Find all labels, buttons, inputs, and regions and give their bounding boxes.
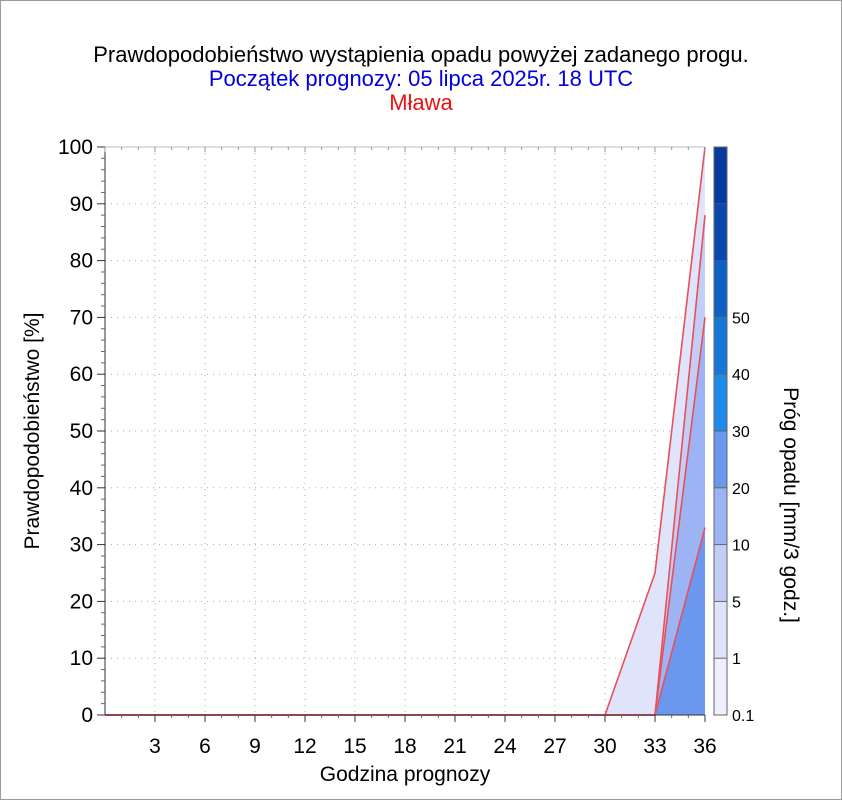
colorbar-tick-label: 40 [732,367,750,384]
colorbar-tick-label: 5 [732,594,741,611]
colorbar-tick-label: 1 [732,651,741,668]
x-tick-label: 15 [343,735,366,758]
x-tick-label: 6 [199,735,211,758]
y-tick-label: 50 [70,420,93,443]
y-tick-label: 10 [70,647,93,670]
colorbar-band [714,601,727,659]
colorbar: 0.1 1 5 10 20 30 40 50 [713,146,754,725]
station-name: Mława [389,90,453,115]
y-tick-label: 40 [70,477,93,500]
colorbar-band [714,658,727,715]
x-axis-label: Godzina prognozy [320,763,491,786]
y-tick-label: 20 [70,590,93,613]
colorbar-tick-label: 10 [732,538,750,555]
y-tick-label: 90 [70,193,93,216]
colorbar-band [714,487,727,545]
forecast-start-subtitle: Początek prognozy: 05 lipca 2025r. 18 UT… [208,66,634,91]
x-tick-label: 27 [543,735,566,758]
y-tick-label: 30 [70,534,93,557]
x-tick-label: 21 [443,735,466,758]
area-series-0.1 [105,147,705,715]
colorbar-band [714,317,727,375]
x-tick-label: 18 [393,735,416,758]
x-tick-label: 36 [693,735,716,758]
x-tick-label: 24 [493,735,517,758]
colorbar-band [714,260,727,318]
probability-areas [105,147,705,715]
x-tick-label: 33 [643,735,666,758]
y-tick-label: 60 [70,363,93,386]
y-axis-label: Prawdopodobieństwo [%] [21,313,44,550]
x-tick-label: 3 [149,735,161,758]
area-series-5 [105,317,705,715]
colorbar-label: Próg opadu [mm/3 godz.] [779,387,802,623]
colorbar-band [714,203,727,261]
grid-lines [105,147,705,715]
colorbar-tick-label: 0.1 [732,708,754,725]
colorbar-band [714,544,727,602]
colorbar-band [714,147,727,204]
y-tick-label: 0 [81,704,93,727]
chart-title: Prawdopodobieństwo wystąpienia opadu pow… [93,42,749,67]
line-series-5 [105,317,706,716]
x-tick-label: 12 [293,735,316,758]
y-tick-label: 80 [70,250,93,273]
x-tick-label: 30 [593,735,616,758]
y-tick-label: 70 [70,306,93,329]
y-tick-label: 100 [58,136,93,159]
colorbar-band [714,374,727,431]
colorbar-tick-label: 30 [732,424,750,441]
x-tick-label: 9 [249,735,261,758]
colorbar-tick-label: 20 [732,481,750,498]
colorbar-tick-label: 50 [732,310,750,327]
colorbar-band [714,431,727,488]
